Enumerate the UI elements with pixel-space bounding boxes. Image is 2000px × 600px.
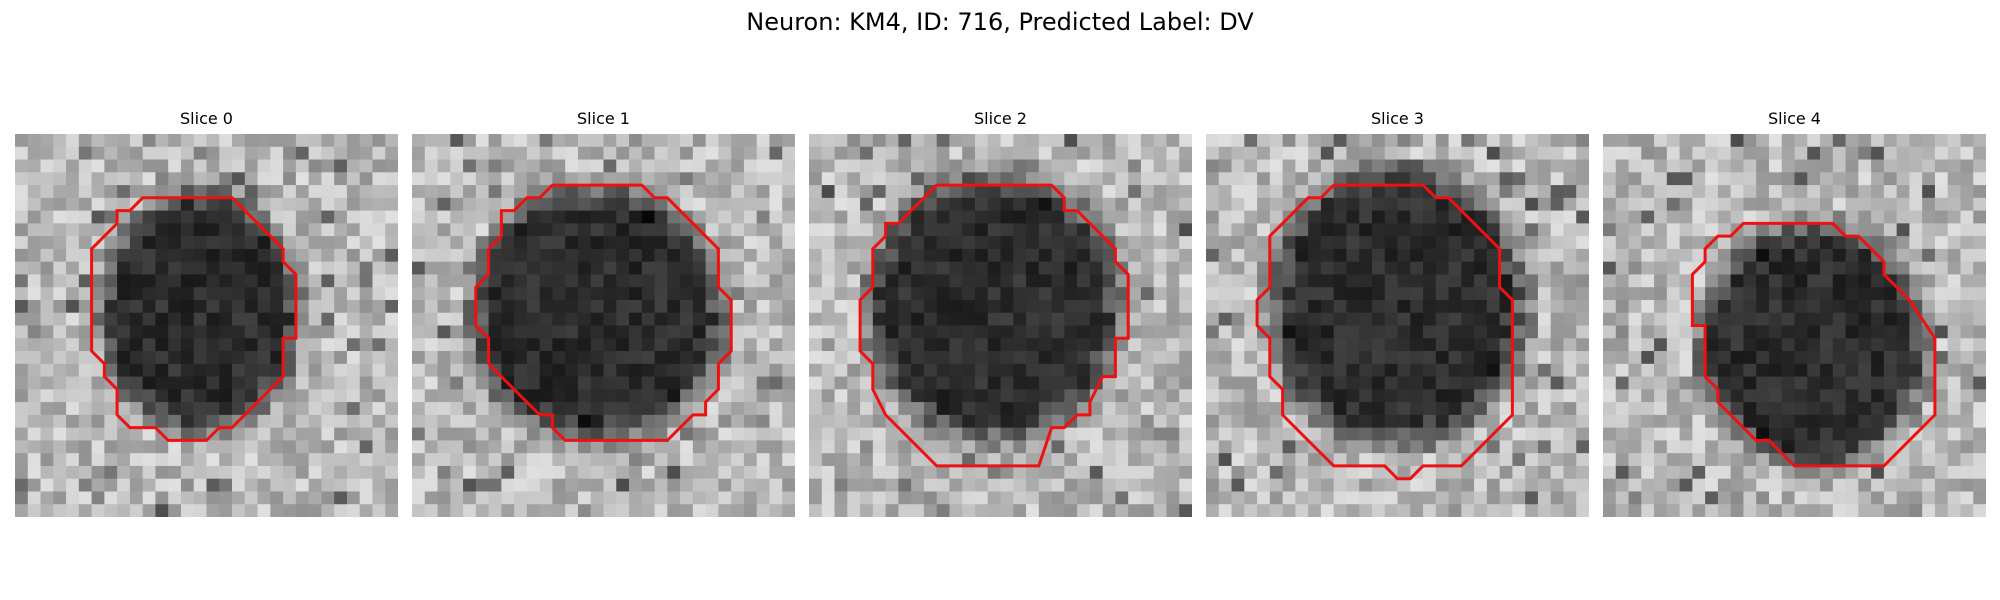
slice-image-0-svg: [15, 134, 398, 517]
slice-image-4: [1603, 134, 1986, 517]
slice-image-0: [15, 134, 398, 517]
panel-title-slice-3: Slice 3: [1206, 109, 1589, 129]
slice-image-4-svg: [1603, 134, 1986, 517]
panel-title-slice-0: Slice 0: [15, 109, 398, 129]
slice-image-1-svg: [412, 134, 795, 517]
slice-image-3-svg: [1206, 134, 1589, 517]
slice-image-2: [809, 134, 1192, 517]
slice-image-2-svg: [809, 134, 1192, 517]
panel-title-slice-2: Slice 2: [809, 109, 1192, 129]
slice-image-1: [412, 134, 795, 517]
panel-title-slice-1: Slice 1: [412, 109, 795, 129]
panel-title-slice-4: Slice 4: [1603, 109, 1986, 129]
figure-title: Neuron: KM4, ID: 716, Predicted Label: D…: [0, 6, 2000, 38]
slice-image-3: [1206, 134, 1589, 517]
